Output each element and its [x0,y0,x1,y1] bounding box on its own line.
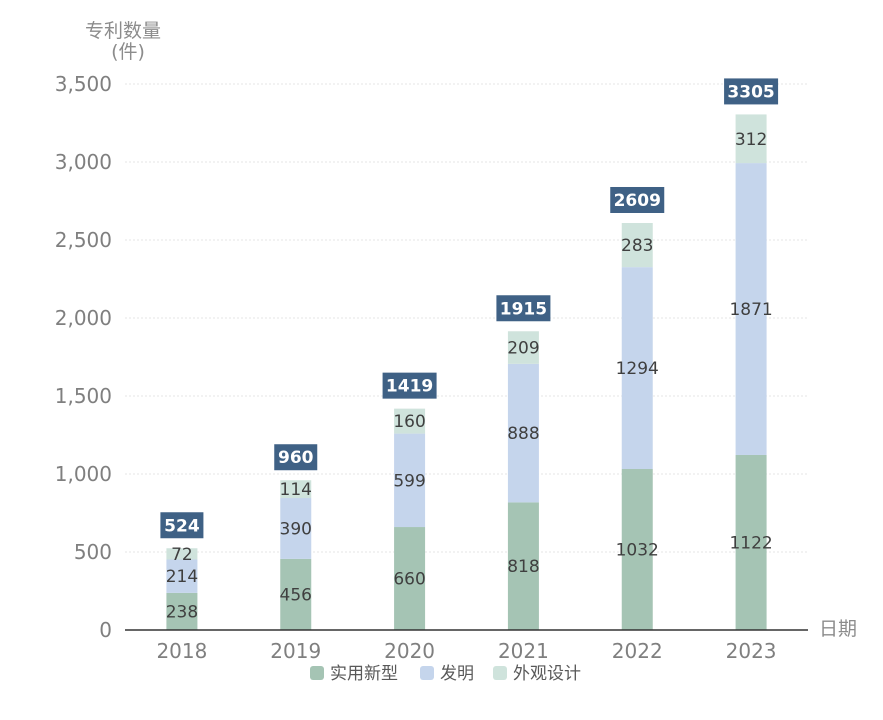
segment-value-label: 1032 [616,541,659,561]
y-tick-label: 1,000 [55,462,112,486]
total-label-box [610,186,665,213]
x-tick-label: 2023 [726,639,777,663]
legend-swatch [420,666,434,680]
y-axis-title-line1: 专利数量 [85,20,161,42]
total-value-label: 2609 [614,191,661,211]
y-tick-label: 500 [74,540,112,564]
bar-segment [166,548,198,560]
x-axis-title: 日期 [819,618,857,640]
total-label-box [160,512,204,539]
bar-segment [507,363,539,503]
legend-label: 发明 [440,664,474,684]
gridlines [125,83,808,553]
segment-value-label: 160 [393,412,425,432]
y-tick-label: 1,500 [55,384,112,408]
total-value-label: 960 [278,448,314,468]
total-label-box [724,78,779,105]
x-axis-ticks: 2018 2019 2020 2021 2022 2023 [156,639,776,663]
bar-segment [735,114,767,164]
bar-segment [394,527,426,630]
total-value-label: 3305 [727,82,774,102]
total-value-label: 1915 [500,299,547,319]
segment-value-label: 312 [735,130,767,150]
bar-segment [280,558,312,630]
segment-value-label: 209 [507,339,539,359]
segment-value-label: 599 [393,471,425,491]
bar-segment [394,408,426,434]
legend-label: 外观设计 [513,664,581,684]
x-tick-label: 2019 [270,639,321,663]
y-axis-title-line2: (件) [111,41,145,63]
legend-swatch [310,666,324,680]
bar-segment [394,433,426,528]
bar-segment [280,498,312,559]
segment-value-label: 214 [166,567,198,587]
bar-segment [507,331,539,364]
legend-swatch [493,666,507,680]
y-tick-label: 3,500 [55,72,112,96]
segment-value-label: 660 [393,570,425,590]
x-tick-label: 2021 [498,639,549,663]
segment-value-label: 818 [507,557,539,577]
x-tick-label: 2018 [156,639,207,663]
bar-segment [280,480,312,499]
legend-label: 实用新型 [330,664,398,684]
bar-segment [621,469,653,630]
y-tick-label: 0 [99,618,112,642]
total-label-box [496,295,551,322]
segment-value-label: 1871 [729,300,772,320]
legend: 实用新型 发明 外观设计 [310,664,581,684]
bar-segment [166,559,198,593]
segment-value-label: 390 [280,519,312,539]
bar-segment [735,163,767,455]
bars [166,114,767,630]
segment-value-label: 238 [166,602,198,622]
total-value-label: 1419 [386,377,433,397]
total-label-box [382,372,437,399]
bar-segment [735,454,767,630]
segment-value-label: 283 [621,236,653,256]
y-tick-label: 2,000 [55,306,112,330]
segment-value-label: 456 [280,585,312,605]
y-tick-label: 2,500 [55,228,112,252]
y-axis-ticks: 0 500 1,000 1,500 2,000 2,500 3,000 3,500 [55,72,112,642]
segment-value-label: 1294 [616,359,659,379]
total-labels: 524 960 1419 1915 2609 3305 [160,78,779,539]
total-label-box [274,444,318,471]
segment-value-label: 888 [507,424,539,444]
bar-segment [166,592,198,630]
bar-segment [507,502,539,630]
segment-value-label: 1122 [729,533,772,553]
segment-value-label: 72 [171,545,193,565]
total-value-label: 524 [164,516,200,536]
bar-segment [621,222,653,268]
bar-segment [621,267,653,470]
x-tick-label: 2020 [384,639,435,663]
y-tick-label: 3,000 [55,150,112,174]
segment-value-label: 114 [280,480,312,500]
x-tick-label: 2022 [612,639,663,663]
